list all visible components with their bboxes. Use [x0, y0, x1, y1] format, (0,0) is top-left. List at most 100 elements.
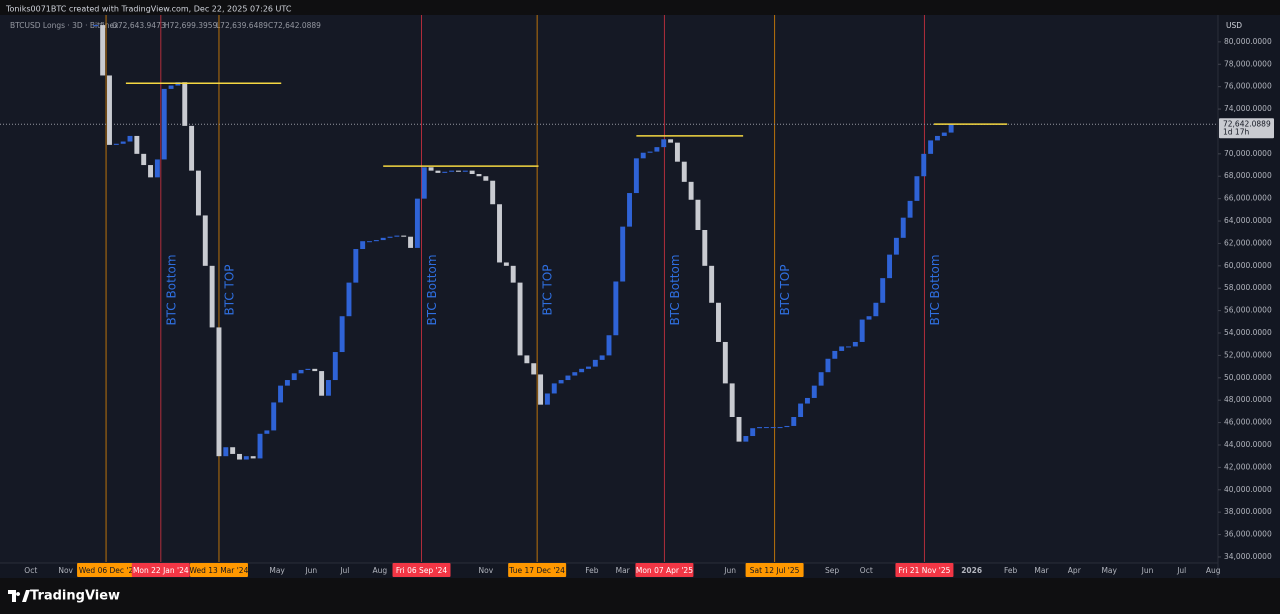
- candle: [380, 237, 386, 241]
- candle: [510, 265, 516, 283]
- x-tick-label: Apr: [1068, 566, 1082, 575]
- x-tick-label: Jun: [1141, 566, 1154, 575]
- candle: [312, 368, 318, 372]
- candle: [271, 402, 277, 431]
- y-tick-label: 64,000.0000: [1224, 216, 1272, 225]
- candle: [640, 152, 646, 159]
- candle: [462, 170, 468, 172]
- x-tick-label: Feb: [1004, 566, 1018, 575]
- x-tick-label: Aug: [372, 566, 387, 575]
- y-tick-label: 68,000.0000: [1224, 171, 1272, 180]
- marker-flag-label: Mon 22 Jan '24: [133, 566, 189, 575]
- candle: [928, 140, 934, 154]
- candle: [216, 327, 222, 457]
- candle: [531, 363, 537, 375]
- candle: [284, 380, 290, 386]
- candle: [168, 85, 174, 89]
- brand: TradingView: [30, 589, 120, 604]
- candle: [154, 159, 160, 178]
- candle: [387, 236, 393, 238]
- candle: [243, 456, 249, 460]
- x-tick-label: Jul: [1176, 566, 1186, 575]
- candle: [442, 171, 448, 173]
- candle: [893, 237, 899, 255]
- marker-note: BTC TOP: [778, 264, 792, 315]
- candle: [661, 139, 667, 148]
- candle: [195, 170, 201, 216]
- y-tick-label: 80,000.0000: [1224, 37, 1272, 46]
- y-tick-label: 52,000.0000: [1224, 350, 1272, 359]
- x-tick-label: Jun: [723, 566, 736, 575]
- candle: [503, 262, 509, 266]
- y-tick-label: 50,000.0000: [1224, 373, 1272, 382]
- x-tick-label: Sep: [825, 566, 839, 575]
- x-tick-label: Oct: [860, 566, 873, 575]
- candle: [524, 355, 530, 364]
- candle: [401, 235, 407, 237]
- candle: [100, 25, 106, 76]
- marker-note: BTC Bottom: [668, 254, 682, 325]
- x-tick-label: 2026: [961, 566, 982, 575]
- marker-flag-label: Wed 13 Mar '24: [190, 566, 249, 575]
- symbol: BTCUSD Longs · 3D · Bitfinex: [10, 21, 119, 30]
- ohlc-value: L72,639.6489: [216, 21, 268, 30]
- candle: [804, 397, 810, 404]
- candle: [941, 132, 947, 136]
- candle: [250, 456, 256, 459]
- candle: [551, 383, 557, 394]
- candle: [544, 393, 550, 405]
- candle: [668, 139, 674, 143]
- candle: [784, 425, 790, 428]
- ohlc-value: C72,642.0889: [268, 21, 321, 30]
- y-tick-label: 48,000.0000: [1224, 395, 1272, 404]
- y-tick-label: 46,000.0000: [1224, 418, 1272, 427]
- candle: [743, 436, 749, 442]
- candle: [770, 427, 776, 429]
- y-tick-label: 60,000.0000: [1224, 261, 1272, 270]
- candle: [373, 240, 379, 242]
- ohlc-value: O72,643.9473: [112, 21, 166, 30]
- x-tick-label: Aug: [1206, 566, 1221, 575]
- x-tick-label: Feb: [585, 566, 599, 575]
- marker-note: BTC TOP: [222, 264, 236, 315]
- candle: [223, 447, 229, 457]
- candle: [435, 170, 441, 173]
- candle: [517, 282, 523, 356]
- candle: [900, 217, 906, 238]
- candle: [291, 373, 297, 381]
- marker-flag: [635, 563, 694, 577]
- candle: [93, 25, 99, 27]
- x-tick-label: Mar: [1034, 566, 1049, 575]
- marker-flag-label: Fri 06 Sep '24: [396, 566, 448, 575]
- y-tick-label: 54,000.0000: [1224, 328, 1272, 337]
- x-tick-label: Jul: [339, 566, 349, 575]
- candle: [107, 75, 112, 145]
- candle: [859, 319, 865, 342]
- candle: [914, 176, 920, 201]
- candle: [681, 161, 687, 182]
- x-tick-label: Nov: [58, 566, 73, 575]
- candle: [565, 375, 571, 381]
- candle: [702, 229, 708, 266]
- candle: [921, 153, 927, 177]
- candle: [367, 241, 372, 243]
- candle: [202, 215, 208, 266]
- marker-flag: [745, 563, 804, 577]
- candle: [832, 350, 838, 359]
- candle: [394, 235, 400, 237]
- candle: [852, 341, 858, 347]
- candle: [141, 153, 147, 166]
- candle: [811, 385, 817, 398]
- countdown: 1d 17h: [1223, 127, 1249, 136]
- candle: [538, 374, 544, 405]
- price-axis: [1218, 15, 1280, 578]
- y-tick-label: 58,000.0000: [1224, 283, 1272, 292]
- candle: [127, 135, 133, 142]
- candle: [633, 158, 639, 194]
- candle: [722, 341, 728, 384]
- candle: [948, 124, 954, 133]
- marker-note: BTC TOP: [541, 264, 555, 315]
- marker-flag: [131, 563, 190, 577]
- candle: [736, 416, 742, 442]
- candle: [421, 167, 427, 199]
